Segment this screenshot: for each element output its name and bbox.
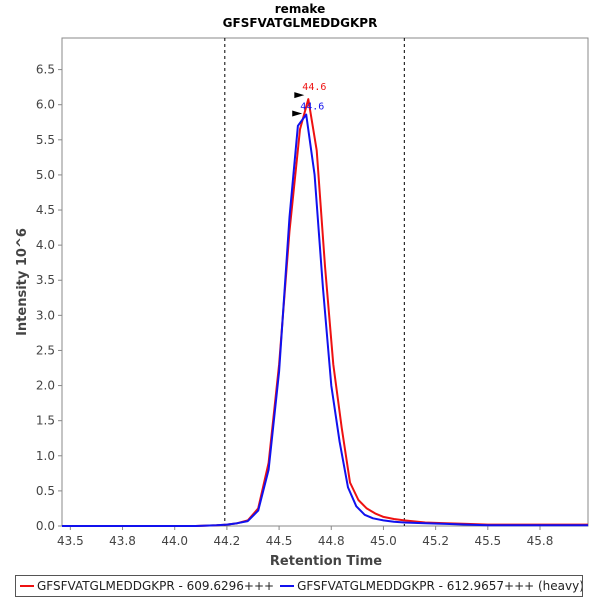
y-tick-label: 1.5 — [36, 414, 55, 428]
x-tick-label: 45.0 — [370, 534, 397, 548]
x-tick-label: 45.2 — [422, 534, 449, 548]
legend-item: GFSFVATGLMEDDGKPR - 612.9657+++ (heavy) — [280, 579, 583, 593]
chart-subtitle: GFSFVATGLMEDDGKPR — [223, 16, 378, 30]
legend-label: GFSFVATGLMEDDGKPR - 609.6296+++ — [37, 579, 275, 593]
y-axis-label: Intensity 10^6 — [15, 228, 30, 336]
x-tick-label: 44.5 — [266, 534, 293, 548]
y-tick-label: 2.5 — [36, 343, 55, 357]
legend-swatch — [20, 585, 34, 587]
y-tick-label: 4.5 — [36, 203, 55, 217]
x-axis-label: Retention Time — [270, 554, 382, 569]
legend-label: GFSFVATGLMEDDGKPR - 612.9657+++ (heavy) — [297, 579, 583, 593]
y-tick-label: 5.0 — [36, 168, 55, 182]
x-tick-label: 43.5 — [57, 534, 84, 548]
y-tick-label: 4.0 — [36, 238, 55, 252]
chart-title: remake — [275, 2, 325, 16]
peak-markers: 44.6 44.6 — [292, 82, 326, 117]
y-tick-label: 6.5 — [36, 63, 55, 77]
peak-arrow-icon — [292, 110, 303, 117]
x-tick-label: 44.8 — [318, 534, 345, 548]
legend-swatch — [280, 585, 295, 587]
peak-arrow-icon — [294, 92, 305, 99]
y-tick-label: 3.5 — [36, 273, 55, 287]
x-tick-label: 44.2 — [214, 534, 241, 548]
legend: GFSFVATGLMEDDGKPR - 609.6296+++ GFSFVATGL… — [15, 575, 583, 597]
peak-label: 44.6 — [302, 82, 326, 93]
y-tick-label: 6.0 — [36, 98, 55, 112]
peak-label: 44.6 — [300, 102, 324, 113]
y-tick-label: 3.0 — [36, 308, 55, 322]
x-tick-label: 45.8 — [527, 534, 554, 548]
x-tick-label: 44.0 — [161, 534, 188, 548]
x-tick-label: 45.5 — [474, 534, 501, 548]
plot-area — [61, 37, 589, 527]
series-line-2 — [62, 113, 588, 527]
x-axis: 43.5 43.8 44.0 44.2 44.5 44.8 45.0 45.2 45.5 45.8 — [57, 526, 553, 548]
y-tick-label: 5.5 — [36, 133, 55, 147]
series-lines — [62, 98, 588, 527]
chromatogram-chart: remake GFSFVATGLMEDDGKPR 0.0 0.5 1.0 1.5 2.0… — [15, 2, 589, 569]
y-tick-label: 0.5 — [36, 484, 55, 498]
y-tick-label: 1.0 — [36, 449, 55, 463]
y-tick-label: 2.0 — [36, 379, 55, 393]
x-tick-label: 43.8 — [109, 534, 136, 548]
y-axis: 0.0 0.5 1.0 1.5 2.0 2.5 3.0 3.5 4.0 4.5 5.0 5.5 6.0 6… — [36, 63, 62, 533]
y-tick-label: 0.0 — [36, 519, 55, 533]
legend-item: GFSFVATGLMEDDGKPR - 609.6296+++ — [20, 579, 274, 593]
